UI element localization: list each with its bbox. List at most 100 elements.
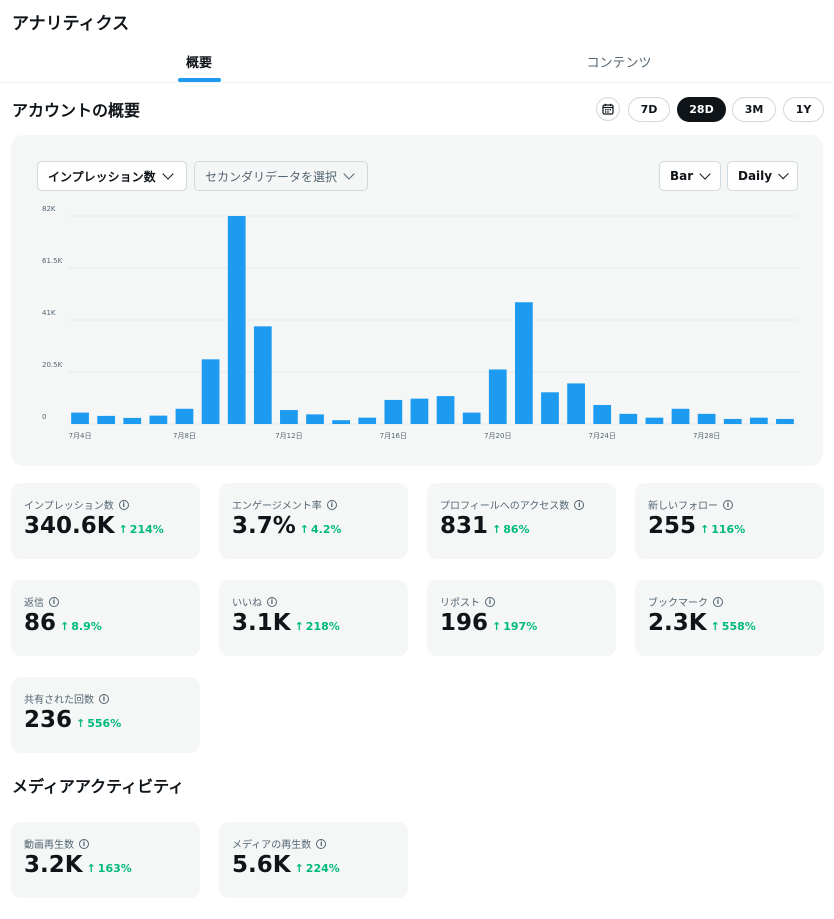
chart-bar[interactable] (514, 302, 533, 424)
primary-metric-dropdown[interactable]: インプレッション数 (37, 161, 187, 191)
x-tick-label: 7月24日 (589, 432, 616, 440)
interval-dropdown[interactable]: Daily (727, 161, 798, 191)
chart-type-dropdown[interactable]: Bar (659, 161, 721, 191)
info-icon[interactable]: i (326, 499, 337, 510)
arrow-up-icon: ↑ (294, 620, 304, 633)
metric-label: 動画再生数 (24, 840, 74, 851)
metric-card: リポスト i 196 ↑ 197% (427, 580, 616, 656)
chart-bar[interactable] (97, 415, 116, 424)
metric-change: ↑ 218% (295, 620, 340, 633)
page-title: アナリティクス (12, 14, 130, 34)
chart-bar[interactable] (776, 418, 794, 424)
info-icon[interactable]: i (267, 596, 277, 607)
metric-label-row: いいね i (232, 594, 277, 609)
range-1y-button[interactable]: 1Y (783, 97, 824, 122)
chart-bar[interactable] (280, 410, 298, 424)
metric-value-row: 831 ↑ 86% (440, 513, 530, 539)
chart-bar[interactable] (306, 414, 324, 424)
metric-change-value: 558% (721, 620, 756, 633)
metric-label: 返信 (24, 598, 44, 609)
chart-bar[interactable] (332, 420, 351, 424)
chart-bar[interactable] (436, 396, 455, 424)
chart-bar[interactable] (227, 216, 246, 424)
arrow-up-icon: ↑ (60, 620, 70, 633)
tab-overview[interactable]: 概要 (185, 56, 212, 71)
metric-value: 3.1K (232, 610, 291, 636)
chart-bar[interactable] (671, 408, 690, 424)
metric-change-value: 86% (503, 523, 530, 536)
info-icon[interactable]: i (99, 693, 109, 704)
metric-card: メディアの再生数 i 5.6K ↑ 224% (219, 822, 408, 898)
metric-value-row: 196 ↑ 197% (440, 610, 537, 636)
x-tick-label: 7月8日 (173, 432, 196, 440)
info-icon[interactable]: i (79, 838, 89, 849)
chart-bar[interactable] (123, 417, 142, 424)
chart-bar[interactable] (410, 398, 429, 424)
metric-label: リポスト (440, 598, 480, 609)
date-picker-button[interactable] (596, 97, 620, 121)
metric-label-row: 共有された回数 i (24, 691, 109, 706)
chart-bar[interactable] (175, 408, 194, 424)
metric-value-row: 5.6K ↑ 224% (232, 852, 340, 878)
info-icon[interactable]: i (316, 838, 327, 849)
metric-label: プロフィールへのアクセス数 (440, 501, 570, 512)
metric-label-row: 新しいフォロー i (648, 497, 733, 512)
tab-content[interactable]: コンテンツ (586, 56, 652, 71)
metric-change: ↑ 558% (711, 620, 756, 633)
arrow-up-icon: ↑ (76, 717, 86, 730)
arrow-up-icon: ↑ (700, 523, 710, 536)
chart-bar[interactable] (462, 412, 481, 424)
chart-bar[interactable] (749, 417, 768, 424)
metric-card: 返信 i 86 ↑ 8.9% (11, 580, 200, 656)
calendar-icon (602, 103, 614, 115)
active-tab-indicator (178, 78, 221, 82)
metric-label-row: エンゲージメント率 i (232, 497, 337, 512)
chart-bar[interactable] (619, 413, 638, 424)
chart-bar[interactable] (149, 415, 168, 424)
chart-bar[interactable] (358, 417, 377, 424)
info-icon[interactable]: i (485, 596, 495, 607)
chart-bar[interactable] (697, 413, 716, 424)
primary-metric-label: インプレッション数 (48, 169, 156, 184)
metric-label-row: リポスト i (440, 594, 495, 609)
chart-bar[interactable] (488, 369, 507, 424)
metric-card: 動画再生数 i 3.2K ↑ 163% (11, 822, 200, 898)
chart-bar[interactable] (384, 399, 403, 424)
chart-bar[interactable] (541, 392, 559, 424)
arrow-up-icon: ↑ (86, 862, 96, 875)
info-icon[interactable]: i (574, 499, 585, 510)
range-7d-button[interactable]: 7D (628, 97, 670, 122)
chart-bar[interactable] (567, 383, 585, 424)
metric-value: 86 (24, 610, 57, 636)
info-icon[interactable]: i (49, 596, 59, 607)
tab-bar: 概要 コンテンツ (0, 40, 834, 83)
x-tick-label: 7月12日 (275, 432, 302, 440)
metric-label-row: 返信 i (24, 594, 59, 609)
metric-label-row: インプレッション数 i (24, 497, 129, 512)
metric-value-row: 3.1K ↑ 218% (232, 610, 340, 636)
metric-change: ↑ 224% (295, 862, 340, 875)
y-tick-label: 41K (42, 309, 56, 317)
chart-type-label: Bar (670, 169, 694, 183)
range-3m-button[interactable]: 3M (732, 97, 776, 122)
info-icon[interactable]: i (723, 499, 733, 510)
y-tick-label: 20.5K (42, 361, 63, 369)
chart-bar[interactable] (645, 417, 664, 424)
chart-bar[interactable] (201, 359, 220, 424)
chart-bar[interactable] (723, 418, 742, 424)
arrow-up-icon: ↑ (492, 523, 502, 536)
arrow-up-icon: ↑ (299, 523, 310, 536)
metric-label: エンゲージメント率 (232, 501, 322, 512)
arrow-up-icon: ↑ (118, 523, 128, 536)
metric-change-value: 556% (87, 717, 122, 730)
info-icon[interactable]: i (713, 596, 723, 607)
chart-bar[interactable] (593, 404, 612, 424)
metric-label-row: プロフィールへのアクセス数 i (440, 497, 585, 512)
chart-bar[interactable] (71, 412, 89, 424)
metric-card: 新しいフォロー i 255 ↑ 116% (635, 483, 824, 559)
metric-label: ブックマーク (648, 598, 708, 609)
range-28d-button[interactable]: 28D (677, 97, 726, 122)
chart-bar[interactable] (253, 326, 272, 424)
info-icon[interactable]: i (118, 499, 129, 510)
secondary-metric-dropdown[interactable]: セカンダリデータを選択 (194, 161, 368, 191)
